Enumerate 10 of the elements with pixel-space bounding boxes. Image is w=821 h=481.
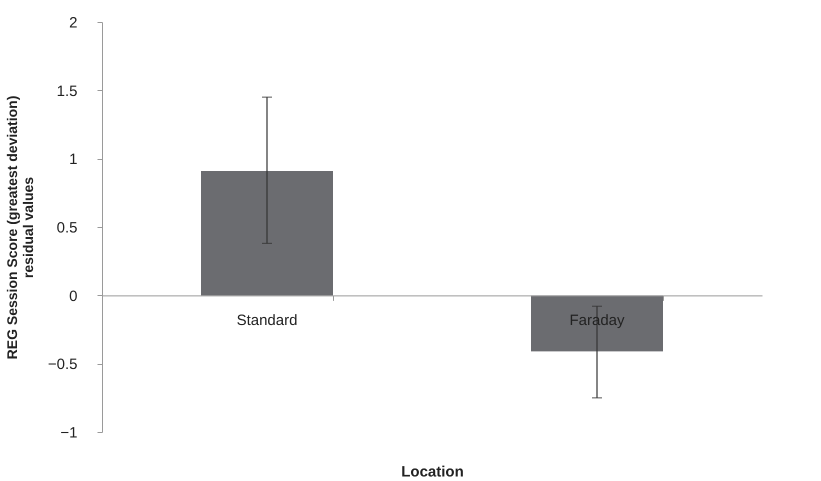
y-tick-label: 0 (69, 288, 78, 305)
y-tick-label: −1 (60, 424, 78, 442)
y-tick-label: 0.5 (56, 220, 78, 236)
x-axis-title: Location (401, 464, 464, 480)
y-tick-label: −0.5 (48, 356, 78, 374)
y-tick-label: 1.5 (56, 82, 78, 100)
y-tick-label: 2 (69, 14, 78, 32)
y-tick-label: 1 (69, 151, 78, 168)
y-axis-title: REG Session Score (greatest deviation) residual values (4, 96, 36, 360)
x-tick-label: Standard (236, 312, 298, 329)
